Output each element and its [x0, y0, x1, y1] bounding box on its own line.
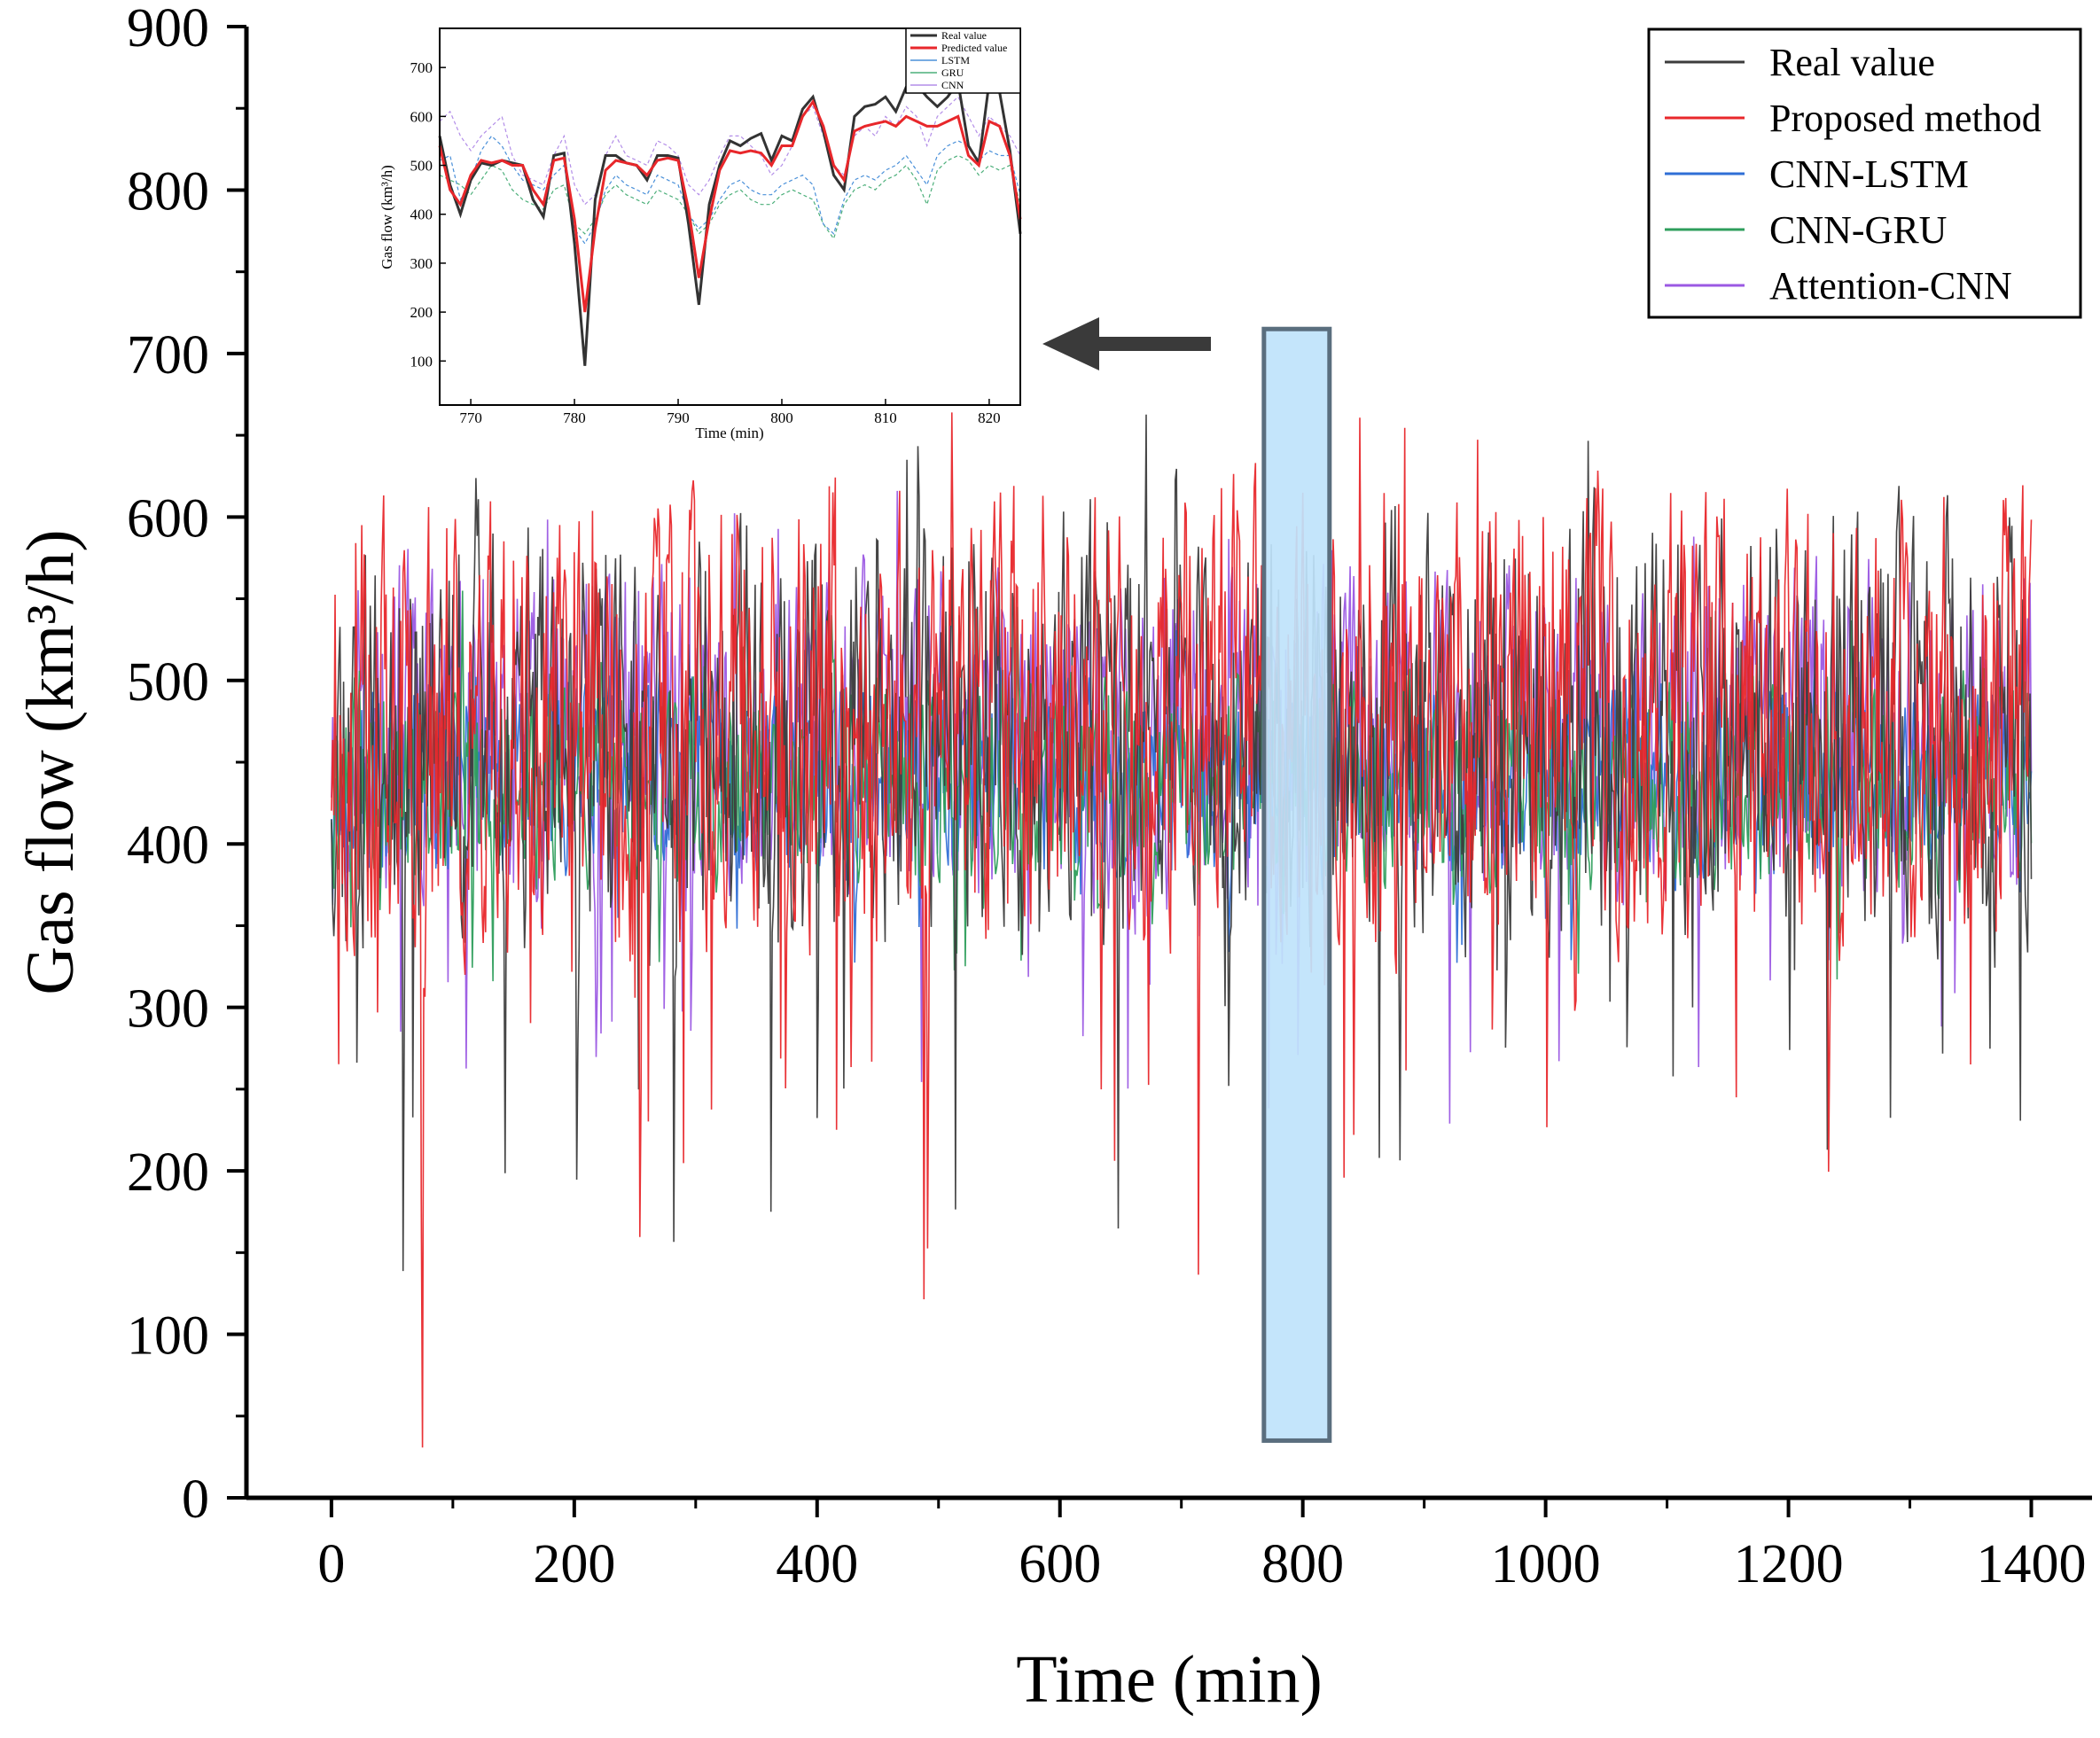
inset-y-tick-label: 700 — [410, 59, 433, 76]
legend-label: Attention-CNN — [1769, 264, 2012, 308]
arrow-head-icon — [1042, 317, 1099, 370]
y-tick-label: 100 — [127, 1306, 209, 1367]
legend-label: CNN-LSTM — [1769, 152, 1969, 196]
inset-x-tick-label: 800 — [770, 409, 793, 426]
x-tick-label: 1200 — [1734, 1534, 1844, 1594]
legend-label: Real value — [1769, 41, 1935, 84]
y-tick-label: 0 — [182, 1469, 209, 1530]
inset-x-axis-title: Time (min) — [695, 425, 763, 441]
inset-x-tick-label: 780 — [563, 409, 586, 426]
inset-series-gru — [439, 154, 1021, 240]
inset-y-tick-label: 400 — [410, 207, 433, 223]
y-tick-label: 500 — [127, 652, 209, 713]
inset-y-ticks: 100 200 300 400 500 600 700 — [410, 59, 446, 370]
zoom-arrow — [1042, 317, 1211, 370]
legend: Real value Proposed method CNN-LSTM CNN-GRU… — [1647, 27, 2082, 319]
x-tick-label: 200 — [533, 1534, 615, 1594]
inset-series-cnn — [439, 96, 1021, 206]
inset-y-tick-label: 200 — [410, 304, 433, 321]
inset-legend-label: Predicted value — [941, 42, 1007, 54]
inset-x-ticks: 770 780 790 800 810 820 — [459, 399, 1001, 426]
inset-y-tick-label: 100 — [410, 353, 433, 370]
y-ticks: 0 100 200 300 400 500 600 700 800 900 — [127, 0, 246, 1530]
x-ticks: 0 200 400 600 800 1000 1200 1400 — [317, 1498, 2087, 1594]
main-series-group — [331, 412, 2033, 1448]
inset-frame — [439, 27, 1021, 406]
x-tick-label: 1400 — [1977, 1534, 2087, 1594]
y-tick-label: 200 — [127, 1142, 209, 1203]
x-tick-label: 400 — [776, 1534, 858, 1594]
x-tick-label: 0 — [317, 1534, 345, 1594]
inset-x-tick-label: 770 — [459, 409, 482, 426]
inset-y-tick-label: 300 — [410, 255, 433, 272]
inset-series-predicted-value — [438, 98, 1022, 313]
inset-y-tick-label: 500 — [410, 158, 433, 175]
inset-x-tick-label: 810 — [874, 409, 897, 426]
x-tick-label: 800 — [1261, 1534, 1344, 1594]
inset-x-tick-label: 790 — [667, 409, 690, 426]
y-tick-label: 400 — [127, 815, 209, 876]
inset-y-tick-label: 600 — [410, 108, 433, 125]
series-line-proposed-method — [331, 412, 2033, 1448]
inset-chart: 100 200 300 400 500 600 700 770 780 790 800 810 820… — [379, 27, 1022, 441]
legend-label: CNN-GRU — [1769, 208, 1947, 252]
y-tick-label: 600 — [127, 488, 209, 549]
x-tick-label: 1000 — [1491, 1534, 1601, 1594]
y-tick-label: 800 — [127, 161, 209, 222]
y-tick-label: 300 — [127, 979, 209, 1040]
x-axis-title: Time (min) — [1016, 1642, 1323, 1717]
highlight-window — [1261, 326, 1332, 1443]
y-tick-label: 900 — [127, 0, 209, 58]
x-tick-label: 600 — [1019, 1534, 1101, 1594]
inset-legend-label: GRU — [941, 66, 964, 79]
y-tick-label: 700 — [127, 325, 209, 386]
inset-legend-label: CNN — [941, 79, 964, 91]
inset-x-tick-label: 820 — [978, 409, 1001, 426]
legend-label: Proposed method — [1769, 97, 2041, 140]
inset-legend-label: LSTM — [941, 54, 970, 66]
inset-y-axis-title: Gas flow (km³/h) — [379, 165, 395, 269]
inset-legend-label: Real value — [941, 29, 987, 42]
y-axis-title: Gas flow (km³/h) — [13, 529, 88, 994]
